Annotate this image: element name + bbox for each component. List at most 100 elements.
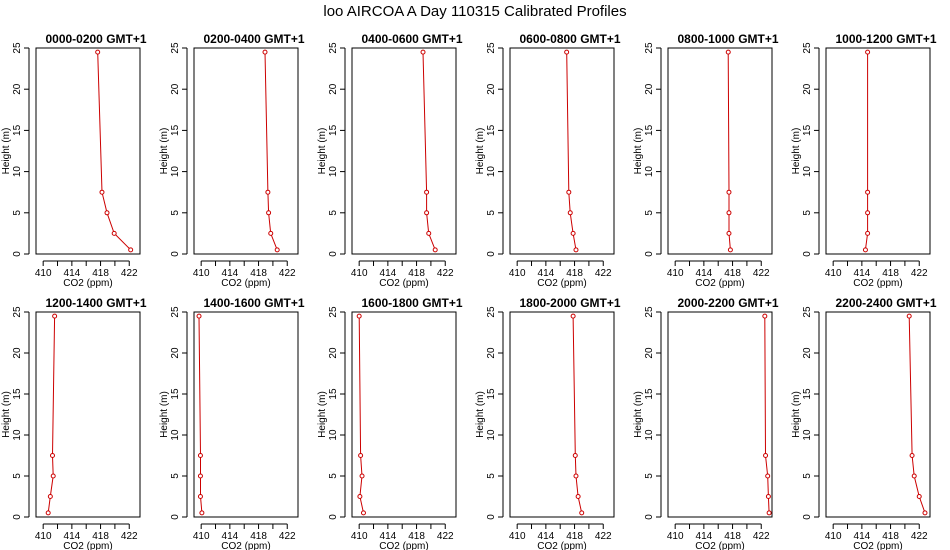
x-tick-label: 410 xyxy=(351,268,368,279)
y-tick-label: 5 xyxy=(170,210,181,216)
y-axis-label: Height (m) xyxy=(633,391,644,438)
data-point xyxy=(765,494,771,499)
x-tick-label: 414 xyxy=(64,531,81,542)
data-point xyxy=(575,494,581,499)
y-tick-label: 0 xyxy=(644,514,655,520)
data-point xyxy=(266,210,272,216)
x-axis-label: CO2 (ppm) xyxy=(537,541,586,550)
y-tick-label: 5 xyxy=(328,210,339,216)
series-line xyxy=(358,316,364,514)
x-axis-label: CO2 (ppm) xyxy=(695,278,744,289)
x-tick-label: 418 xyxy=(250,268,267,279)
x-tick-label: 414 xyxy=(854,268,871,279)
data-point xyxy=(572,453,578,458)
data-point xyxy=(128,247,134,253)
data-point xyxy=(262,49,268,55)
x-tick-label: 410 xyxy=(667,531,684,542)
y-tick-label: 5 xyxy=(486,473,497,479)
x-tick-label: 414 xyxy=(380,531,397,542)
y-tick-label: 10 xyxy=(802,166,813,178)
y-tick-label: 10 xyxy=(328,166,339,178)
data-point xyxy=(358,453,364,458)
data-point xyxy=(196,313,202,319)
y-tick-label: 25 xyxy=(802,42,813,54)
x-axis-label: CO2 (ppm) xyxy=(63,278,112,289)
data-point xyxy=(99,189,105,195)
y-tick-label: 15 xyxy=(802,388,813,400)
y-tick-label: 25 xyxy=(328,306,339,318)
y-tick-label: 25 xyxy=(12,306,23,318)
x-tick-label: 410 xyxy=(509,268,526,279)
y-tick-label: 20 xyxy=(170,83,181,95)
panel-title: 2000-2200 GMT+1 xyxy=(677,296,778,310)
data-point xyxy=(432,247,438,253)
x-tick-label: 422 xyxy=(279,531,296,542)
data-point xyxy=(49,453,55,458)
series-line xyxy=(264,52,278,251)
y-tick-label: 20 xyxy=(328,347,339,359)
y-tick-label: 5 xyxy=(12,210,23,216)
data-point xyxy=(424,210,430,216)
y-tick-label: 15 xyxy=(12,124,23,136)
x-tick-label: 414 xyxy=(854,531,871,542)
plot-frame xyxy=(193,47,299,255)
x-tick-label: 418 xyxy=(92,268,109,279)
y-axis-label: Height (m) xyxy=(1,128,12,175)
panel-title: 0000-0200 GMT+1 xyxy=(45,32,146,46)
series-line xyxy=(727,52,731,250)
x-tick-label: 422 xyxy=(121,268,138,279)
y-tick-label: 0 xyxy=(486,514,497,520)
x-axis-label: CO2 (ppm) xyxy=(695,541,744,550)
y-tick-label: 10 xyxy=(802,429,813,441)
panels-grid: 0000-0200 GMT+1 410 414 418 422 CO2 (ppm) 0 5 10… xyxy=(1,32,937,550)
y-tick-label: 0 xyxy=(170,514,181,520)
y-tick-label: 10 xyxy=(170,429,181,441)
x-tick-label: 414 xyxy=(696,268,713,279)
data-point xyxy=(922,510,928,516)
x-tick-label: 410 xyxy=(193,531,210,542)
data-point xyxy=(111,230,117,236)
x-tick-label: 414 xyxy=(538,268,555,279)
data-point xyxy=(726,210,732,216)
y-tick-label: 15 xyxy=(170,124,181,136)
y-tick-label: 0 xyxy=(802,251,813,257)
y-tick-label: 25 xyxy=(486,42,497,54)
y-tick-label: 25 xyxy=(12,42,23,54)
data-point xyxy=(865,210,871,216)
data-point xyxy=(104,210,110,216)
data-point xyxy=(865,189,871,195)
y-tick-label: 25 xyxy=(644,42,655,54)
data-point xyxy=(265,189,271,195)
x-tick-label: 422 xyxy=(911,268,928,279)
y-tick-label: 10 xyxy=(170,166,181,178)
x-tick-label: 410 xyxy=(35,531,52,542)
y-tick-label: 20 xyxy=(170,347,181,359)
y-tick-label: 20 xyxy=(12,83,23,95)
plot-frame xyxy=(667,47,773,255)
y-tick-label: 15 xyxy=(802,124,813,136)
y-tick-label: 10 xyxy=(486,166,497,178)
data-point xyxy=(426,230,432,236)
x-tick-label: 418 xyxy=(408,531,425,542)
x-tick-label: 418 xyxy=(724,268,741,279)
panel-title: 1200-1400 GMT+1 xyxy=(45,296,146,310)
data-point xyxy=(762,313,768,319)
y-tick-label: 5 xyxy=(170,473,181,479)
y-tick-label: 10 xyxy=(644,429,655,441)
y-tick-label: 0 xyxy=(328,514,339,520)
plot-frame xyxy=(825,311,931,518)
data-point xyxy=(725,49,731,55)
data-point xyxy=(360,510,366,516)
data-point xyxy=(763,453,769,458)
y-tick-label: 25 xyxy=(644,306,655,318)
x-tick-label: 422 xyxy=(911,531,928,542)
profile-panel: 2000-2200 GMT+1 410 414 418 422 CO2 (ppm) 0 5 10… xyxy=(633,296,779,550)
data-point xyxy=(765,473,771,479)
data-point xyxy=(726,189,732,195)
data-point xyxy=(567,210,573,216)
panel-title: 1800-2000 GMT+1 xyxy=(519,296,620,310)
y-tick-label: 10 xyxy=(486,429,497,441)
data-point xyxy=(424,189,430,195)
x-tick-label: 414 xyxy=(222,531,239,542)
y-tick-label: 5 xyxy=(644,473,655,479)
